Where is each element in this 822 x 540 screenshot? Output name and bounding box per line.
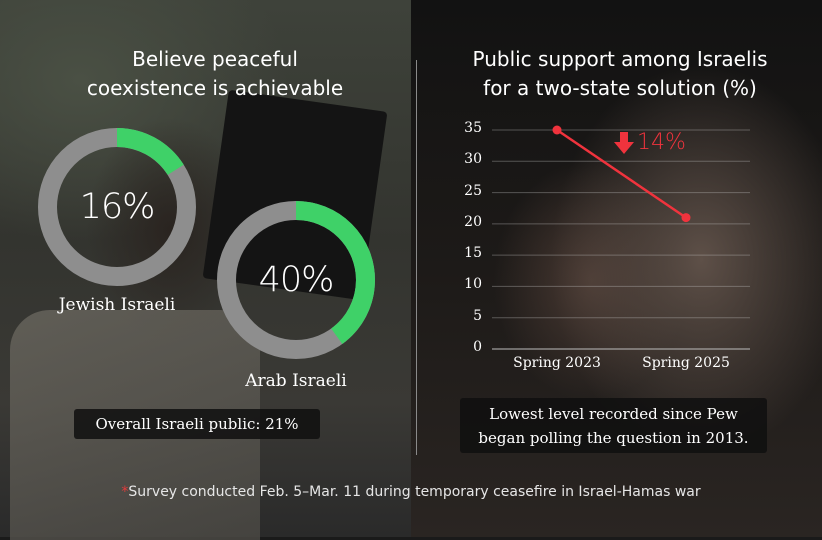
note-line1: Lowest level recorded since Pew xyxy=(489,404,738,423)
change-annotation: 14% xyxy=(614,130,686,155)
footnote-asterisk: * xyxy=(121,484,129,500)
y-tick-label: 30 xyxy=(464,151,482,168)
y-tick-label: 10 xyxy=(464,276,482,293)
data-point xyxy=(552,125,562,135)
y-tick-label: 15 xyxy=(464,245,482,262)
overall-public-badge: Overall Israeli public: 21% xyxy=(74,409,320,439)
right-panel-title: Public support among Israelis for a two-… xyxy=(430,45,810,103)
y-tick-label: 25 xyxy=(464,182,482,199)
change-value: 14% xyxy=(637,130,686,155)
y-tick-label: 0 xyxy=(473,339,482,355)
y-tick-label: 35 xyxy=(464,120,482,136)
left-title-line1: Believe peaceful xyxy=(132,47,298,71)
left-panel-title: Believe peaceful coexistence is achievab… xyxy=(40,45,390,103)
panel-divider xyxy=(416,60,417,455)
donut-arab-israeli: 40% xyxy=(216,200,376,360)
donut-ring xyxy=(217,201,375,359)
donut-ring xyxy=(38,128,196,286)
x-tick-label: Spring 2025 xyxy=(642,355,730,371)
right-title-line2: for a two-state solution (%) xyxy=(483,76,757,100)
note-line2: began polling the question in 2013. xyxy=(478,428,749,447)
data-point xyxy=(681,213,691,223)
donut-label-jewish-israeli: Jewish Israeli xyxy=(58,295,176,315)
y-tick-label: 5 xyxy=(473,307,482,324)
y-tick-label: 20 xyxy=(464,213,482,230)
data-line xyxy=(556,128,687,219)
chart-note: Lowest level recorded since Pew began po… xyxy=(460,398,767,453)
donut-percentage: 40% xyxy=(258,260,335,300)
left-title-line2: coexistence is achievable xyxy=(86,76,344,100)
footnote: *Survey conducted Feb. 5–Mar. 11 during … xyxy=(0,484,822,500)
right-title-line1: Public support among Israelis xyxy=(472,47,768,71)
footnote-text: Survey conducted Feb. 5–Mar. 11 during t… xyxy=(128,484,701,500)
donut-percentage: 16% xyxy=(79,187,156,227)
x-tick-label: Spring 2023 xyxy=(513,355,601,371)
arrow-down-icon xyxy=(614,131,634,154)
donut-label-arab-israeli: Arab Israeli xyxy=(245,371,347,391)
donut-jewish-israeli: 16% xyxy=(37,127,197,287)
